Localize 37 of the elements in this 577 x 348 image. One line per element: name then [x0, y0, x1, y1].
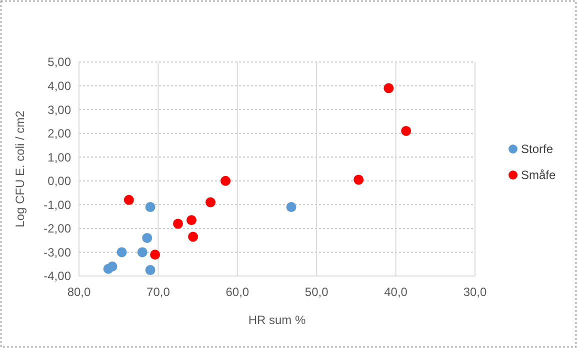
point — [220, 176, 231, 186]
y-tick-label: 0,00 — [48, 174, 72, 188]
point — [205, 197, 216, 208]
y-tick-label: 4,00 — [48, 78, 72, 93]
point — [142, 232, 152, 243]
point — [186, 215, 196, 226]
point — [124, 194, 134, 205]
point — [401, 126, 412, 136]
x-tick-label: 40,0 — [384, 285, 408, 299]
y-tick-label: -3,00 — [44, 245, 72, 260]
x-tick-label: 50,0 — [304, 285, 329, 299]
y-tick-label: 5,00 — [48, 55, 72, 70]
x-tick-label: 70,0 — [146, 285, 170, 299]
y-tick-label: -2,00 — [44, 222, 72, 236]
y-axis-title: Log CFU E. coli / cm2 — [13, 110, 27, 228]
point — [384, 83, 394, 94]
point — [188, 232, 198, 242]
y-tick-label: 3,00 — [48, 102, 72, 117]
point — [354, 174, 364, 185]
x-tick-label: 80,0 — [67, 285, 91, 299]
point — [286, 202, 296, 212]
legend-label: Småfe — [521, 168, 556, 182]
x-tick-label: 60,0 — [226, 285, 250, 299]
y-tick-label: 1,00 — [48, 150, 72, 164]
x-axis-title: HR sum % — [248, 313, 306, 327]
y-tick-label: 2,00 — [48, 126, 72, 141]
point — [137, 247, 148, 258]
point — [145, 202, 156, 212]
legend-label: Storfe — [521, 142, 554, 156]
y-tick-label: -4,00 — [44, 269, 72, 284]
point — [173, 218, 183, 229]
point — [116, 247, 127, 258]
point — [145, 265, 156, 276]
point — [150, 250, 160, 260]
x-tick-label: 30,0 — [463, 285, 487, 299]
point — [107, 261, 118, 272]
y-tick-label: -1,00 — [44, 198, 72, 212]
